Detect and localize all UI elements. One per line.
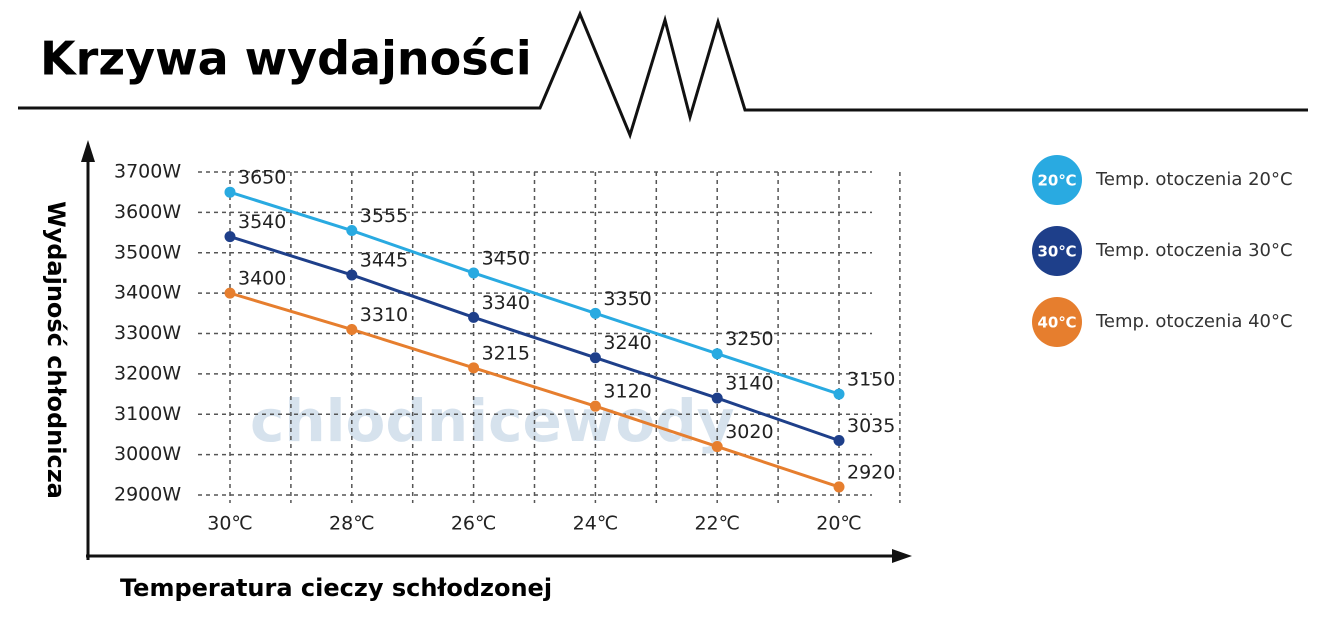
watermark: chlodnicewody (250, 387, 735, 455)
y-tick-label: 3500W (114, 241, 181, 263)
data-label: 3310 (360, 304, 408, 326)
series-line (229, 235, 840, 442)
x-axis-arrow (892, 549, 912, 563)
data-point (833, 388, 845, 400)
data-label: 3250 (725, 328, 773, 350)
data-label: 2920 (847, 461, 895, 483)
y-tick-label: 2900W (114, 484, 181, 506)
data-point (589, 400, 601, 412)
data-label: 3450 (482, 247, 530, 269)
data-point (346, 323, 358, 335)
data-label: 3340 (482, 292, 530, 314)
legend-badge (1032, 226, 1082, 276)
legend-badge-text: 30℃ (1037, 243, 1076, 261)
data-point (346, 225, 358, 237)
data-point (589, 307, 601, 319)
y-tick-label: 3100W (114, 403, 181, 425)
y-tick-label: 3600W (114, 201, 181, 223)
data-point (833, 481, 845, 493)
x-axis-label: Temperatura cieczy schłodzonej (120, 574, 552, 602)
x-tick-label: 24℃ (573, 513, 619, 535)
data-point (833, 434, 845, 446)
y-tick-label: 3200W (114, 362, 181, 384)
x-tick-label: 20℃ (816, 513, 862, 535)
data-point (711, 348, 723, 360)
data-point (711, 441, 723, 453)
data-label: 3035 (847, 415, 895, 437)
legend-badge-text: 20℃ (1037, 172, 1076, 190)
data-point (224, 287, 236, 299)
legend-badge-text: 40℃ (1037, 314, 1076, 332)
data-label: 3540 (238, 211, 286, 233)
data-label: 3650 (238, 167, 286, 189)
data-label: 3400 (238, 268, 286, 290)
data-point (224, 231, 236, 243)
data-label: 3215 (482, 342, 530, 364)
data-label: 3240 (603, 332, 651, 354)
decoration-line (18, 10, 1308, 140)
data-point (468, 362, 480, 374)
data-label: 3445 (360, 249, 408, 271)
chart-title: Krzywa wydajności (40, 32, 532, 86)
y-tick-label: 3300W (114, 322, 181, 344)
data-label: 3020 (725, 421, 773, 443)
legend-label: Temp. otoczenia 40°C (1095, 311, 1293, 332)
data-point (711, 392, 723, 404)
y-tick-label: 3400W (114, 282, 181, 304)
data-point (346, 269, 358, 281)
x-tick-label: 26℃ (451, 513, 497, 535)
data-label: 3120 (603, 381, 651, 403)
data-point (224, 186, 236, 198)
y-axis-arrow (81, 140, 95, 162)
data-label: 3140 (725, 373, 773, 395)
legend-badge (1032, 297, 1082, 347)
data-point (468, 267, 480, 279)
legend-badge (1032, 155, 1082, 205)
series-line (229, 190, 840, 396)
data-point (468, 311, 480, 323)
y-axis-label: Wydajność chłodnicza (42, 201, 70, 499)
legend-label: Temp. otoczenia 20°C (1095, 169, 1293, 190)
series-line (229, 291, 840, 489)
legend-label: Temp. otoczenia 30°C (1095, 240, 1293, 261)
data-label: 3555 (360, 205, 408, 227)
data-label: 3350 (603, 288, 651, 310)
x-tick-label: 30℃ (207, 513, 253, 535)
x-tick-label: 28℃ (329, 513, 375, 535)
y-tick-label: 3700W (114, 161, 181, 183)
y-tick-label: 3000W (114, 443, 181, 465)
data-point (589, 352, 601, 364)
x-tick-label: 22℃ (694, 513, 740, 535)
data-label: 3150 (847, 369, 895, 391)
